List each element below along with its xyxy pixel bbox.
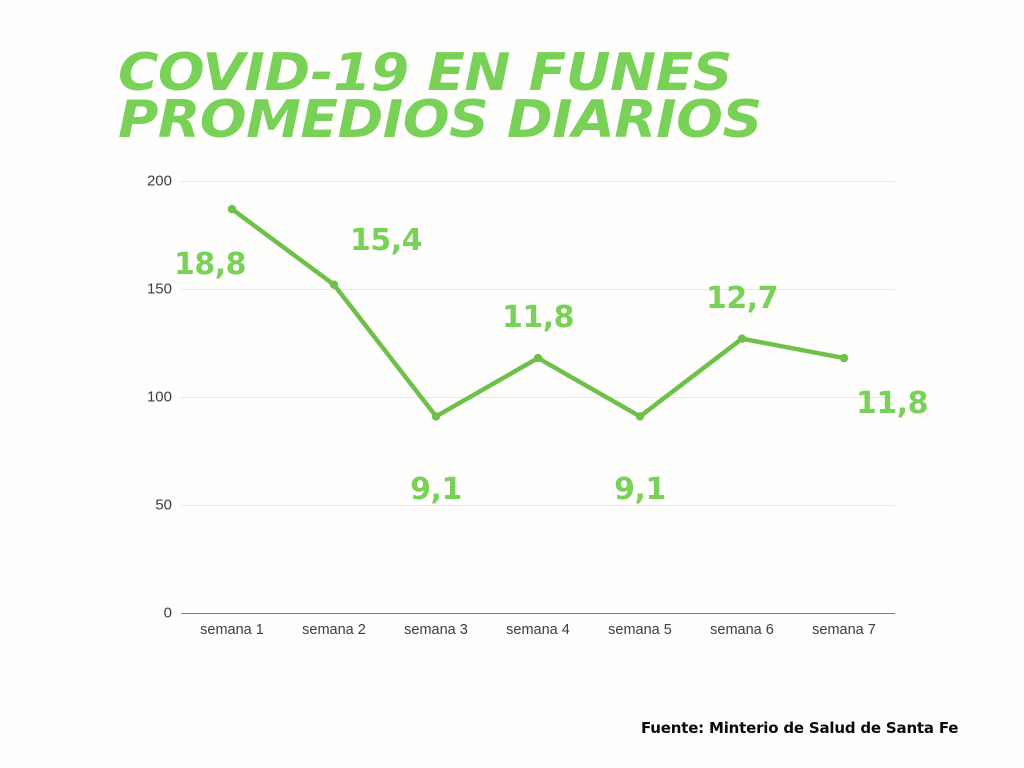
y-tick-label-100: 100 [146, 388, 172, 406]
data-point-4 [533, 353, 543, 363]
data-point-5 [635, 412, 645, 421]
y-tick-label-150: 150 [146, 280, 172, 298]
x-axis-labels: semana 1 semana 2 semana 3 semana 4 semana 5… [181, 622, 895, 652]
y-tick-label-50: 50 [155, 496, 172, 514]
x-tick-label-6: semana 6 [710, 622, 774, 638]
y-tick-label-0: 0 [163, 604, 172, 622]
y-axis-labels: 0 50 100 150 200 [120, 173, 172, 622]
x-tick-label-2: semana 2 [302, 622, 366, 638]
x-tick-label-4: semana 4 [506, 622, 570, 638]
data-label-7: 11,8 [856, 386, 929, 422]
data-label-1: 18,8 [174, 247, 247, 283]
x-tick-label-3: semana 3 [404, 622, 468, 638]
x-tick-label-1: semana 1 [200, 622, 264, 638]
data-point-1 [227, 204, 237, 214]
plot-area [181, 181, 895, 614]
gridline-0 [181, 613, 895, 614]
gridline-150 [181, 289, 895, 290]
title-line-1: COVID-19 EN FUNES [118, 43, 732, 103]
data-label-5: 9,1 [614, 472, 666, 508]
x-tick-label-5: semana 5 [608, 622, 672, 638]
data-label-6: 12,7 [705, 280, 779, 316]
gridline-50 [181, 505, 895, 506]
data-point-3 [431, 412, 441, 421]
y-tick-label-200: 200 [146, 172, 172, 190]
page-title: COVID-19 EN FUNES PROMEDIOS DIARIOS [118, 47, 958, 146]
gridline-100 [181, 397, 895, 398]
data-label-2: 15,4 [350, 222, 423, 258]
source-note: Fuente: Minterio de Salud de Santa Fe [641, 719, 959, 737]
data-point-7 [839, 353, 849, 363]
gridline-200 [181, 181, 895, 182]
data-label-3: 9,1 [410, 472, 462, 508]
title-line-2: PROMEDIOS DIARIOS [118, 90, 762, 150]
x-tick-label-7: semana 7 [812, 622, 876, 638]
data-point-2 [329, 280, 339, 289]
data-label-4: 11,8 [501, 300, 575, 336]
data-point-6 [737, 334, 747, 343]
